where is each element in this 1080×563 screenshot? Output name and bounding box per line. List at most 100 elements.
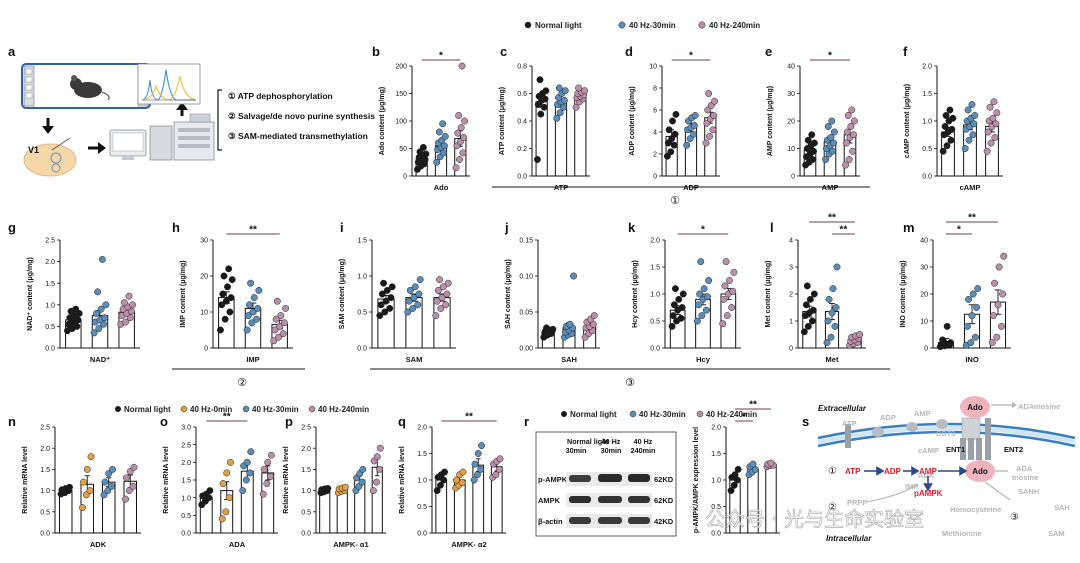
y-tick-label: 0.10 xyxy=(519,274,533,281)
data-point xyxy=(102,301,110,309)
blot-row-label-pampk: p-AMPK xyxy=(538,475,568,484)
significance-stars: * xyxy=(742,412,746,423)
x-axis-label: ADP xyxy=(683,183,699,192)
y-axis-label: Met content (μg/mg) xyxy=(765,261,772,328)
data-point xyxy=(226,308,234,316)
data-point xyxy=(833,263,841,271)
data-point xyxy=(405,297,413,305)
data-point xyxy=(436,481,444,489)
significance-stars: * xyxy=(701,225,705,236)
data-point xyxy=(109,465,116,473)
panel-letter-l: l xyxy=(770,220,774,235)
data-point xyxy=(386,304,394,312)
data-point xyxy=(87,453,95,461)
legend-wb-label-30: 40 Hz-30min xyxy=(639,410,686,419)
ado-int-node xyxy=(965,460,995,482)
data-point xyxy=(458,479,466,487)
y-tick-label: 1.0 xyxy=(357,274,367,281)
ado-ext-label: Ado xyxy=(967,403,983,412)
legend-top-dot-normal xyxy=(524,21,532,29)
data-point xyxy=(273,297,281,305)
data-point xyxy=(992,120,1000,128)
data-point xyxy=(217,326,224,334)
ms-instrument-icon xyxy=(109,113,215,161)
data-point xyxy=(226,458,234,466)
chart-f: 0.0 0.5 1.0 1.5 2.0 cAMP content (μg/mg) cAMP xyxy=(904,64,1003,192)
data-point xyxy=(452,164,460,172)
blot-kd-actin: 42KD xyxy=(654,517,674,526)
data-point xyxy=(225,265,233,273)
data-point xyxy=(419,143,427,151)
data-point xyxy=(967,339,975,347)
panel-letter-g: g xyxy=(8,220,16,235)
data-point xyxy=(263,480,271,487)
x-axis-label: Ado xyxy=(434,183,449,192)
data-point xyxy=(670,301,678,309)
legend-wb-label-normal: Normal light xyxy=(570,410,617,419)
legend-mrna-label-0: 40 Hz-0min xyxy=(190,405,232,414)
data-point xyxy=(439,120,447,128)
data-point xyxy=(80,478,87,486)
y-tick-label: 2.0 xyxy=(417,425,427,432)
y-tick-label: 1.5 xyxy=(45,281,55,288)
significance-stars: * xyxy=(957,225,961,236)
data-point xyxy=(705,277,713,284)
blot-row-label-ampk: AMPK xyxy=(538,496,561,505)
panel-letter-b: b xyxy=(372,44,380,59)
data-point xyxy=(474,450,482,457)
ectonucleotidase-1 xyxy=(872,427,884,437)
data-point xyxy=(806,295,814,303)
data-point xyxy=(949,114,957,122)
chart-i: 0.0 0.5 1.0 1.5 SAM content (μg/mg) SAM xyxy=(339,238,456,364)
ent2-transporter xyxy=(985,418,991,460)
data-point xyxy=(850,117,858,125)
panel-letter-i: i xyxy=(340,220,344,235)
chart-b: 0 50 100 150 200 Ado content (μg/mg) Ado * xyxy=(379,51,470,192)
region-label-v1: V1 xyxy=(28,145,39,155)
data-point xyxy=(72,305,80,313)
data-point xyxy=(730,268,738,276)
data-point xyxy=(477,465,485,473)
data-point xyxy=(986,103,994,111)
data-point xyxy=(711,97,719,105)
group-label-3: ③ xyxy=(625,376,635,389)
data-point xyxy=(98,255,106,263)
data-point xyxy=(94,288,102,296)
data-point xyxy=(671,285,679,293)
y-tick-label: 0.0 xyxy=(517,174,527,181)
data-point xyxy=(414,301,422,309)
data-point xyxy=(947,339,955,347)
data-point xyxy=(767,459,775,467)
data-point xyxy=(973,304,981,311)
y-tick-label: 0.00 xyxy=(519,346,533,353)
data-point xyxy=(734,465,742,473)
chart-n: 0.0 0.5 1.0 1.5 2.0 2.5 Relative mRNA level ADK xyxy=(22,425,141,549)
membrane-inner xyxy=(817,430,1076,448)
y-axis-label: SAM content (μg/mg) xyxy=(339,259,346,329)
y-tick-label: 1.5 xyxy=(922,91,932,98)
label-intracellular: Intracellular xyxy=(826,534,872,543)
data-point xyxy=(719,320,727,328)
y-tick-label: 30 xyxy=(920,265,928,272)
data-point xyxy=(704,293,711,301)
ext-cd73: CD73 xyxy=(936,429,955,438)
data-point xyxy=(222,297,230,305)
data-point xyxy=(678,304,686,311)
data-point xyxy=(438,294,446,302)
y-tick-label: 2.0 xyxy=(650,238,660,245)
data-point xyxy=(700,285,708,293)
data-point xyxy=(969,290,977,298)
y-tick-label: 4 xyxy=(653,130,657,137)
y-tick-label: 1.5 xyxy=(357,238,367,245)
chart-k: 0.0 0.5 1.0 1.5 2.0 Hcy content (μg/mg) Hcy * xyxy=(632,225,741,364)
int-methionine: Methionine xyxy=(942,529,982,538)
significance-stars: ** xyxy=(249,225,257,236)
data-point xyxy=(668,322,676,330)
data-point xyxy=(125,292,133,300)
int-adk: ADK xyxy=(918,471,935,480)
mouse-icon xyxy=(70,75,110,101)
data-point xyxy=(253,315,260,323)
data-point xyxy=(250,294,258,302)
data-point xyxy=(702,306,710,314)
y-tick-label: 0 xyxy=(789,346,793,353)
